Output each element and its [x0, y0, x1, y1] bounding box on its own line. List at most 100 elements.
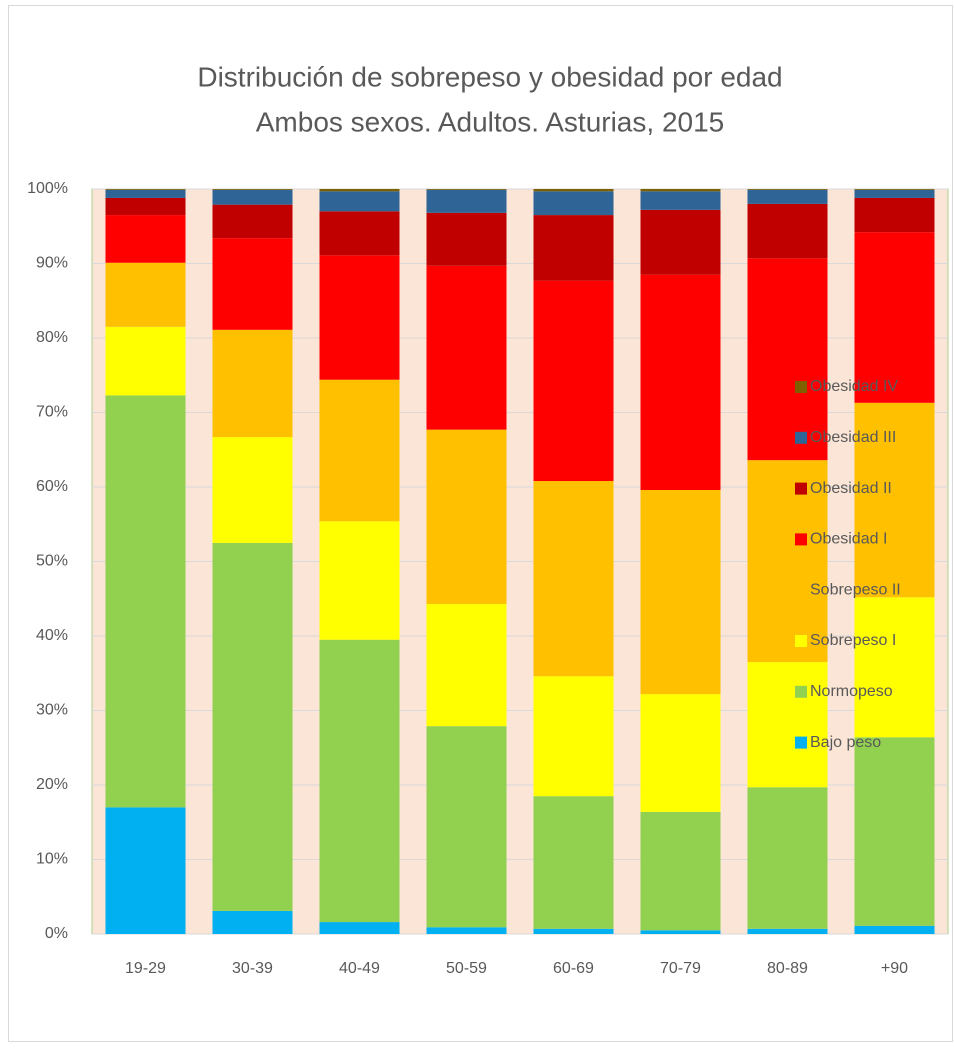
y-tick-label: 100% — [27, 180, 68, 197]
bar-segment — [212, 910, 293, 934]
y-tick-label: 0% — [45, 925, 68, 942]
y-tick-label: 60% — [36, 478, 68, 495]
bar-segment — [854, 189, 935, 190]
bar-segment — [640, 191, 721, 210]
x-tick-label: 40-49 — [339, 960, 380, 977]
bar-segment — [854, 197, 935, 233]
bar-segment — [533, 280, 614, 482]
bar-segment — [426, 212, 507, 266]
legend-swatch — [795, 482, 807, 495]
bar-segment — [319, 521, 400, 640]
bar-segment — [319, 922, 400, 934]
legend-swatch — [795, 736, 807, 749]
bar-segment — [105, 807, 186, 934]
bar-segment — [426, 189, 507, 190]
legend-label: Sobrepeso I — [810, 632, 896, 649]
legend-swatch — [795, 533, 807, 546]
legend-label: Obesidad IV — [810, 378, 898, 395]
bar-segment — [212, 189, 293, 190]
bar-segment — [426, 429, 507, 604]
bar-segment — [319, 379, 400, 522]
bar-segment — [105, 395, 186, 808]
bar-segment — [747, 189, 828, 204]
bar-segment — [747, 189, 828, 190]
bar-segment — [105, 262, 186, 327]
legend-swatch — [795, 635, 807, 647]
x-tick-label: 80-89 — [767, 960, 808, 977]
bar-segment — [105, 326, 186, 396]
legend-label: Obesidad II — [810, 480, 892, 497]
bar-segment — [854, 402, 935, 598]
x-tick-label: 70-79 — [660, 960, 701, 977]
bar-segment — [426, 189, 507, 213]
x-tick-label: 60-69 — [553, 960, 594, 977]
bar-segment — [212, 542, 293, 911]
chart-subtitle: Ambos sexos. Adultos. Asturias, 2015 — [256, 106, 724, 137]
bar-segment — [426, 726, 507, 928]
x-tick-label: 50-59 — [446, 960, 487, 977]
bar-segment — [854, 925, 935, 934]
legend-swatch — [795, 584, 807, 597]
bar-segment — [747, 258, 828, 461]
bar-segment — [426, 927, 507, 934]
bar-segment — [747, 787, 828, 929]
bar-segment — [640, 811, 721, 931]
bar-segment — [640, 694, 721, 812]
bar-segment — [747, 460, 828, 663]
bar-segment — [533, 215, 614, 281]
bar-segment — [640, 274, 721, 490]
bar-segment — [212, 238, 293, 330]
legend-label: Bajo peso — [810, 734, 881, 751]
bar-segment — [426, 265, 507, 430]
bar-segment — [212, 189, 293, 205]
legend-label: Obesidad III — [810, 429, 896, 446]
bar-segment — [319, 255, 400, 380]
y-tick-label: 50% — [36, 553, 68, 570]
y-tick-label: 20% — [36, 776, 68, 793]
bar-segment — [105, 189, 186, 198]
bar-segment — [533, 481, 614, 677]
bar-segment — [747, 928, 828, 934]
legend-swatch — [795, 685, 807, 698]
chart-title: Distribución de sobrepeso y obesidad por… — [197, 61, 782, 92]
bar-segment — [747, 203, 828, 259]
y-tick-label: 10% — [36, 851, 68, 868]
y-tick-label: 90% — [36, 255, 68, 272]
bar-segment — [105, 215, 186, 263]
bar-segment — [319, 189, 400, 192]
bar-segment — [533, 191, 614, 216]
bar-segment — [854, 232, 935, 403]
bar-segment — [212, 437, 293, 543]
bar-segment — [533, 676, 614, 797]
bar-segment — [319, 211, 400, 256]
x-tick-label: +90 — [881, 960, 908, 977]
legend-swatch — [795, 381, 807, 393]
legend-swatch — [795, 431, 807, 444]
bar-segment — [640, 489, 721, 695]
bar-segment — [319, 191, 400, 212]
bar-segment — [640, 209, 721, 275]
bar-segment — [105, 197, 186, 216]
y-tick-label: 80% — [36, 329, 68, 346]
legend-label: Obesidad I — [810, 531, 887, 548]
bar-segment — [747, 662, 828, 788]
bar-segment — [212, 329, 293, 438]
bar-segment — [640, 930, 721, 934]
bar-segment — [854, 597, 935, 738]
bar-segment — [105, 189, 186, 190]
bar-segment — [533, 928, 614, 934]
x-tick-label: 19-29 — [125, 960, 166, 977]
bar-segment — [854, 737, 935, 926]
y-tick-label: 30% — [36, 702, 68, 719]
bar-segment — [854, 189, 935, 198]
bar-segment — [533, 189, 614, 192]
bar-segment — [212, 204, 293, 239]
x-tick-label: 30-39 — [232, 960, 273, 977]
bar-segment — [640, 189, 721, 192]
legend-label: Normopeso — [810, 683, 893, 700]
y-tick-label: 40% — [36, 627, 68, 644]
bar-segment — [533, 796, 614, 929]
y-tick-label: 70% — [36, 404, 68, 421]
bar-segment — [426, 603, 507, 727]
